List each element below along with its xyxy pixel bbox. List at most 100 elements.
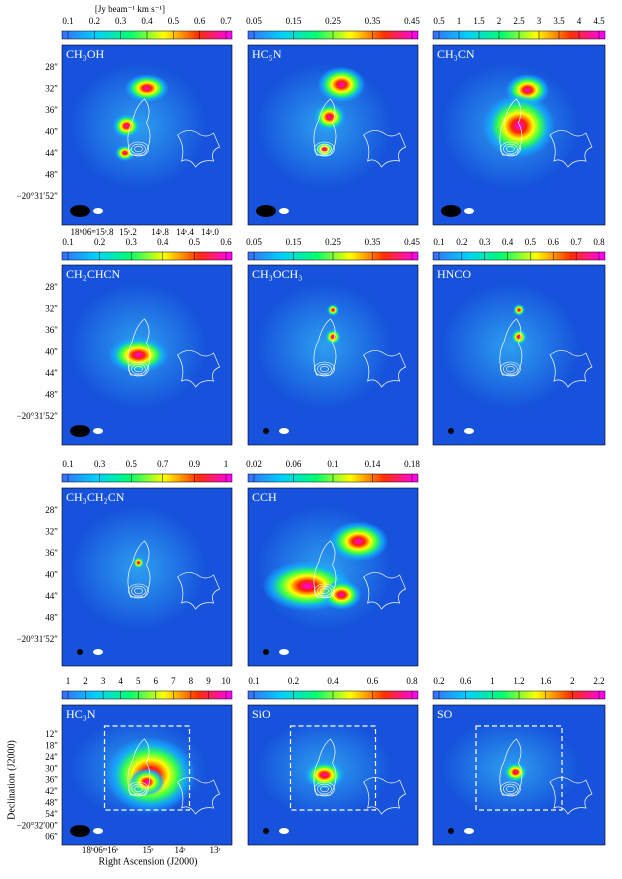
- contour: [320, 785, 329, 793]
- contour: [506, 365, 515, 373]
- contour: [127, 738, 151, 796]
- colorbar-tick-label: 0.45: [404, 237, 420, 247]
- colorbar-tick-label: 0.7: [571, 237, 583, 247]
- contour: [500, 781, 521, 797]
- colorbar-tick-label: 0.4: [502, 237, 514, 247]
- dec-tick-label: −20°31′52″: [17, 411, 59, 421]
- dec-tick-label: −20°31′52″: [17, 191, 59, 201]
- dec-tick-label: 24″: [45, 752, 58, 762]
- dec-tick-label: 36″: [45, 775, 58, 785]
- emission: [304, 761, 345, 789]
- colorbar-tick-label: 1: [457, 16, 462, 26]
- contour: [128, 781, 149, 797]
- beam: [70, 425, 90, 437]
- contour: [363, 350, 407, 388]
- contour: [317, 783, 332, 795]
- contour: [127, 98, 151, 156]
- contour: [503, 783, 518, 795]
- colorbar-tick-label: 0.2: [94, 237, 105, 247]
- colorbar-tick-label: 0.05: [246, 16, 262, 26]
- colorbar-tick-label: 0.9: [189, 459, 201, 469]
- dec-title: Declination (J2000): [6, 740, 17, 820]
- panel-label: CH₂CHCN: [66, 267, 121, 281]
- dec-tick-label: 28″: [45, 505, 58, 515]
- map-haze: [441, 283, 580, 409]
- colorbar-tick-label: 0.2: [433, 676, 444, 686]
- beam: [70, 825, 90, 837]
- dec-tick-label: 12″: [45, 729, 58, 739]
- colorbar-tick-label: 1: [490, 676, 495, 686]
- colorbar-tick-label: 0.35: [365, 16, 381, 26]
- colorbar-tick-label: 1.6: [540, 676, 552, 686]
- beam: [93, 828, 103, 834]
- dec-tick-label: 32″: [45, 84, 58, 94]
- colorbar-tick-label: 0.3: [126, 237, 138, 247]
- contour: [177, 777, 221, 815]
- colorbar-tick-label: 2: [570, 676, 575, 686]
- dec-tick-label: 36″: [45, 105, 58, 115]
- colorbar-tick-label: 0.1: [62, 459, 73, 469]
- contour: [549, 350, 593, 388]
- contour: [363, 130, 407, 168]
- emission: [503, 762, 528, 783]
- colorbar-tick-label: 0.7: [157, 459, 169, 469]
- dec-tick-label: 28″: [45, 62, 58, 72]
- panel-label: HC₃N: [66, 707, 96, 721]
- colorbar-tick-label: 0.1: [248, 676, 259, 686]
- beam: [70, 205, 90, 217]
- colorbar-tick-label: 0.5: [189, 237, 201, 247]
- contour: [128, 361, 149, 377]
- dec-tick-label: 48″: [45, 797, 58, 807]
- beam: [263, 428, 269, 434]
- contour: [499, 98, 523, 156]
- colorbar-tick-label: 0.4: [141, 16, 153, 26]
- ra-tick-label: 18ʰ06ᵐ15ˢ.8: [71, 227, 114, 237]
- contour: [500, 361, 521, 377]
- colorbar-tick-label: 0.18: [404, 459, 420, 469]
- colorbar-tick-label: 0.15: [286, 16, 302, 26]
- contour: [177, 130, 221, 168]
- emission: [129, 768, 165, 796]
- emission: [321, 579, 362, 610]
- contour: [131, 585, 146, 597]
- contour: [313, 98, 337, 156]
- beam: [448, 428, 454, 434]
- ra-tick-label: 14ˢ: [175, 845, 186, 855]
- ra-tick-label: 13ˢ: [210, 845, 221, 855]
- colorbar-tick-label: 3.5: [553, 16, 565, 26]
- contour: [506, 145, 515, 153]
- colorbar-tick-label: 0.1: [433, 237, 444, 247]
- beam: [263, 828, 269, 834]
- colorbar-tick-label: 4.5: [593, 16, 605, 26]
- colorbar-tick-label: 0.3: [479, 237, 491, 247]
- contour: [313, 540, 337, 598]
- beam: [464, 828, 474, 834]
- colorbar-tick-label: 0.14: [365, 459, 381, 469]
- colorbar-tick-label: 8: [189, 676, 194, 686]
- colorbar-tick-label: 0.2: [288, 676, 299, 686]
- dec-tick-label: 40″: [45, 570, 58, 580]
- colorbar: [61, 251, 233, 261]
- panel-label: SiO: [252, 707, 271, 721]
- contour: [314, 781, 335, 797]
- colorbar-tick-label: 0.5: [126, 459, 138, 469]
- contour: [134, 785, 143, 793]
- colorbar-tick-label: 0.6: [460, 676, 472, 686]
- colorbar-tick-label: 0.3: [115, 16, 127, 26]
- emission: [125, 74, 169, 103]
- dec-tick-label: 36″: [45, 548, 58, 558]
- contour: [177, 350, 221, 388]
- dec-tick-label: 48″: [45, 390, 58, 400]
- dec-tick-label: 30″: [45, 763, 58, 773]
- dec-tick-label: 40″: [45, 127, 58, 137]
- colorbar-tick-label: 0.6: [194, 16, 206, 26]
- colorbar-tick-label: 6: [154, 676, 159, 686]
- contour: [131, 783, 146, 795]
- beam: [93, 649, 103, 655]
- dec-tick-label: 32″: [45, 527, 58, 537]
- dec-tick-label: 54″: [45, 809, 58, 819]
- colorbar: [61, 473, 233, 483]
- colorbar-tick-label: 0.5: [168, 16, 180, 26]
- emission: [317, 66, 366, 103]
- colorbar-tick-label: 0.5: [433, 16, 445, 26]
